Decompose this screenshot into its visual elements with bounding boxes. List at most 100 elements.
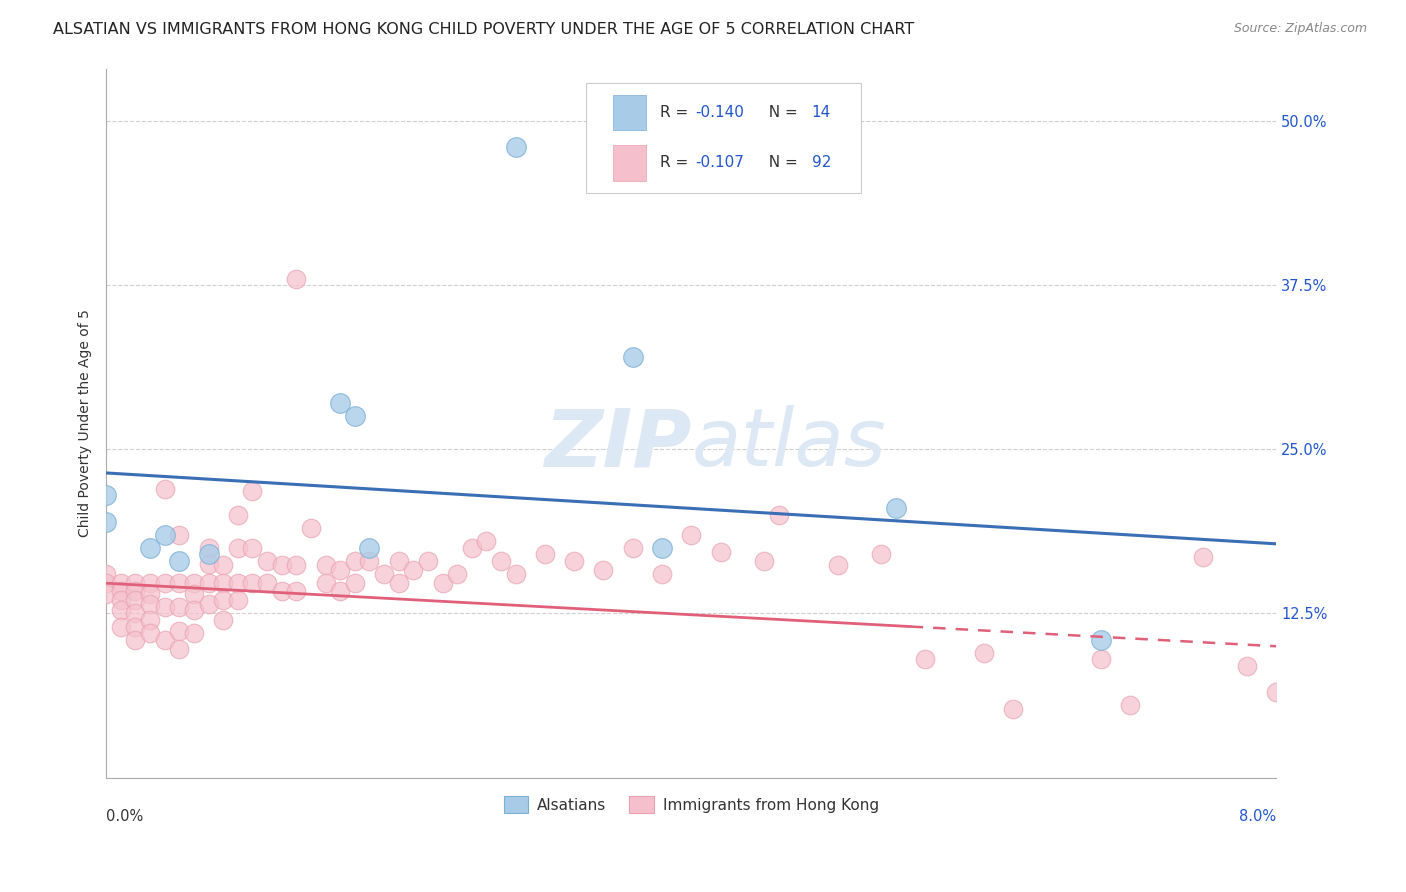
Y-axis label: Child Poverty Under the Age of 5: Child Poverty Under the Age of 5 [79,310,93,537]
Point [197,541,219,555]
Point [197,547,219,561]
Point [827,558,849,572]
Text: 14: 14 [811,105,831,120]
Point [270,584,292,599]
Point [329,563,352,577]
Point [226,508,249,522]
Point [343,409,366,424]
Point [139,576,162,591]
Point [343,554,366,568]
Point [1236,659,1258,673]
Point [153,599,176,614]
Point [1090,652,1112,666]
Point [256,576,278,591]
Point [96,515,118,529]
Point [124,576,146,591]
Point [343,576,366,591]
Point [359,541,381,555]
Point [446,567,468,582]
Point [285,558,308,572]
FancyBboxPatch shape [586,83,860,193]
Point [373,567,395,582]
Point [505,140,527,154]
Point [197,576,219,591]
Point [124,584,146,599]
Point [153,527,176,541]
Point [96,567,118,582]
Point [461,541,484,555]
Point [562,554,585,568]
Point [110,576,132,591]
Point [139,626,162,640]
Point [169,624,191,638]
Bar [613,95,645,130]
Point [329,584,352,599]
Point [139,587,162,601]
Point [534,547,557,561]
Point [96,576,118,591]
Point [169,641,191,656]
Point [212,593,235,607]
Point [973,646,995,660]
Point [388,576,411,591]
Point [621,351,644,365]
Point [416,554,439,568]
Bar [613,145,645,180]
Point [270,558,292,572]
Text: 92: 92 [811,155,831,170]
Point [315,558,337,572]
Text: -0.140: -0.140 [695,105,744,120]
Point [621,541,644,555]
Point [183,626,205,640]
Point [256,554,278,568]
Point [226,576,249,591]
Point [1002,702,1025,716]
Point [388,554,411,568]
Point [183,576,205,591]
Point [183,602,205,616]
Point [110,619,132,633]
Point [212,558,235,572]
Text: ZIP: ZIP [544,405,692,483]
Point [139,597,162,611]
Point [285,584,308,599]
Point [475,534,498,549]
Point [329,396,352,410]
Point [651,541,673,555]
Point [1192,549,1215,564]
Text: N =: N = [759,155,803,170]
Point [651,567,673,582]
Text: 8.0%: 8.0% [1239,809,1277,824]
Point [124,593,146,607]
Point [212,576,235,591]
Text: -0.107: -0.107 [695,155,744,170]
Point [110,602,132,616]
Point [914,652,936,666]
Text: ALSATIAN VS IMMIGRANTS FROM HONG KONG CHILD POVERTY UNDER THE AGE OF 5 CORRELATI: ALSATIAN VS IMMIGRANTS FROM HONG KONG CH… [53,22,915,37]
Point [153,482,176,496]
Text: 0.0%: 0.0% [107,809,143,824]
Point [169,554,191,568]
Point [96,488,118,502]
Text: R =: R = [659,105,693,120]
Point [169,599,191,614]
Point [169,527,191,541]
Point [139,613,162,627]
Point [139,541,162,555]
Point [197,557,219,571]
Point [242,576,264,591]
Point [1265,685,1288,699]
Point [884,501,907,516]
Point [1119,698,1142,713]
Point [299,521,322,535]
Point [285,271,308,285]
Point [242,484,264,499]
Point [212,613,235,627]
Point [110,593,132,607]
Point [315,576,337,591]
Point [768,508,790,522]
Point [432,576,454,591]
Point [489,554,512,568]
Point [124,607,146,621]
Point [242,541,264,555]
